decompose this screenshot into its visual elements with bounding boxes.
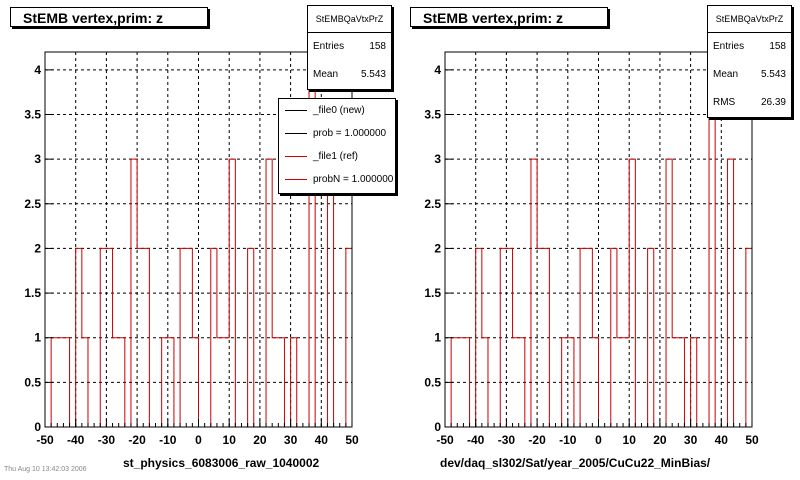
- stats-histogram-name: StEMBQaVtxPrZ: [308, 6, 391, 33]
- x-tick-label: 30: [284, 433, 298, 447]
- stats-value: 5.543: [360, 69, 386, 80]
- stats-label: Entries: [713, 41, 745, 52]
- stats-label: Mean: [713, 69, 739, 80]
- y-tick-label: 0.5: [424, 375, 441, 389]
- legend-label: prob = 1.000000: [313, 128, 387, 139]
- x-tick-label: 0: [595, 433, 602, 447]
- legend-entry: _file1 (ref): [279, 145, 395, 168]
- histogram-panel-right: -50 -40 -30 -20 -10 0 10 20 30 40 50 0 0.5 1 1.5 2 2.5 3 3…: [400, 0, 800, 480]
- stats-row-entries: Entries 158: [708, 33, 791, 61]
- x-tick-label: -50: [436, 433, 454, 447]
- y-tick-label: 2: [34, 241, 41, 255]
- legend-line-sample: [285, 156, 307, 157]
- legend-box: _file0 (new) prob = 1.000000 _file1 (ref…: [278, 98, 396, 194]
- y-tick-label: 1.5: [24, 286, 41, 300]
- x-tick-label: -30: [98, 433, 116, 447]
- x-tick-label: -20: [128, 433, 146, 447]
- plot-title: StEMB vertex,prim: z: [410, 7, 608, 27]
- y-tick-label: 0: [434, 420, 441, 434]
- y-tick-label: 1: [434, 331, 441, 345]
- legend-label: _file1 (ref): [313, 151, 359, 162]
- legend-label: probN = 1.000000: [313, 174, 394, 185]
- y-tick-label: 1: [34, 331, 41, 345]
- legend-line-sample: [285, 133, 307, 134]
- x-axis-label: dev/daq_sl302/Sat/year_2005/CuCu22_MinBi…: [440, 456, 711, 470]
- y-tick-label: 3: [34, 152, 41, 166]
- y-tick-label: 4: [434, 63, 441, 77]
- stats-row-entries: Entries 158: [308, 33, 391, 61]
- x-tick-label: 40: [715, 433, 729, 447]
- stats-row-mean: Mean 5.543: [308, 61, 391, 89]
- legend-entry: _file0 (new): [279, 99, 395, 122]
- x-tick-label: 10: [623, 433, 637, 447]
- x-tick-label: -50: [36, 433, 54, 447]
- y-tick-label: 3.5: [424, 108, 441, 122]
- x-tick-label: 10: [223, 433, 237, 447]
- y-tick-label: 0: [34, 420, 41, 434]
- x-tick-label: 30: [684, 433, 698, 447]
- stats-row-mean: Mean 5.543: [708, 61, 791, 89]
- x-tick-label: -10: [559, 433, 577, 447]
- y-tick-label: 2.5: [424, 197, 441, 211]
- legend-line-sample: [285, 179, 307, 180]
- y-tick-label: 3: [434, 152, 441, 166]
- legend-label: _file0 (new): [313, 105, 365, 116]
- stats-histogram-name: StEMBQaVtxPrZ: [708, 6, 791, 33]
- x-tick-label: -20: [528, 433, 546, 447]
- y-tick-label: 3.5: [24, 108, 41, 122]
- y-tick-label: 2.5: [24, 197, 41, 211]
- legend-entry: prob = 1.000000: [279, 122, 395, 145]
- footer-timestamp: Thu Aug 10 13:42:03 2006: [4, 466, 87, 473]
- stats-row-rms: RMS 26.39: [708, 89, 791, 117]
- stats-label: Entries: [313, 41, 345, 52]
- x-tick-label: 0: [195, 433, 202, 447]
- y-tick-label: 1.5: [424, 286, 441, 300]
- stats-value: 26.39: [760, 97, 786, 108]
- stats-box: StEMBQaVtxPrZ Entries 158 Mean 5.543 RMS…: [707, 5, 792, 118]
- stats-value: 158: [369, 41, 386, 52]
- x-tick-label: 50: [345, 433, 359, 447]
- x-tick-label: 40: [315, 433, 329, 447]
- plot-title: StEMB vertex,prim: z: [10, 7, 208, 27]
- stats-value: 5.543: [760, 69, 786, 80]
- y-tick-label: 4: [34, 63, 41, 77]
- y-tick-label: 0.5: [24, 375, 41, 389]
- stats-value: 158: [769, 41, 786, 52]
- x-tick-label: -30: [498, 433, 516, 447]
- legend-entry: probN = 1.000000: [279, 168, 395, 191]
- histogram-plot-right: -50 -40 -30 -20 -10 0 10 20 30 40 50 0 0.5 1 1.5 2 2.5 3 3…: [424, 51, 759, 447]
- x-tick-label: 20: [253, 433, 267, 447]
- y-tick-label: 2: [434, 241, 441, 255]
- stats-label: RMS: [713, 97, 736, 108]
- x-tick-label: 50: [745, 433, 759, 447]
- stats-label: Mean: [313, 69, 339, 80]
- x-axis-label: st_physics_6083006_raw_1040002: [123, 456, 320, 470]
- x-tick-label: -10: [159, 433, 177, 447]
- x-tick-label: -40: [467, 433, 485, 447]
- legend-line-sample: [285, 110, 307, 111]
- stats-box: StEMBQaVtxPrZ Entries 158 Mean 5.543: [307, 5, 392, 90]
- x-tick-label: 20: [653, 433, 667, 447]
- histogram-panel-left: -50 -40 -30 -20 -10 0 10 20 30 40 50 0 0.5 1 1.5 2 2.5 3 3…: [4, 5, 396, 473]
- x-tick-label: -40: [67, 433, 85, 447]
